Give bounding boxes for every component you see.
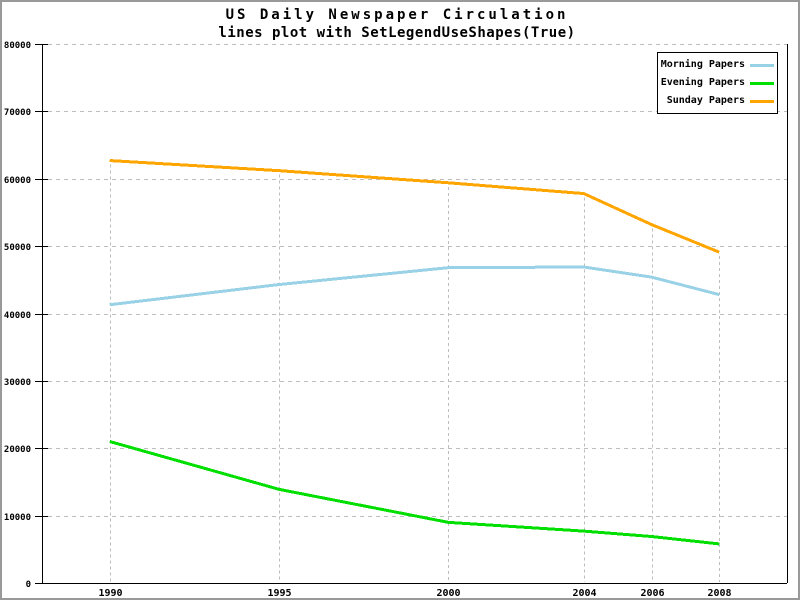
y-tick-label: 0 <box>26 580 31 590</box>
morning-papers-line-swatch <box>750 63 774 67</box>
legend-label-evening-papers: Evening Papers <box>660 77 745 88</box>
chart-subtitle: lines plot with SetLegendUseShapes(True) <box>218 25 576 41</box>
y-tick-label: 60000 <box>4 176 31 186</box>
y-tick-label: 40000 <box>4 311 31 321</box>
series-line-evening-papers <box>109 440 720 546</box>
x-tick-label: 2008 <box>707 588 731 599</box>
x-tick-label: 1990 <box>98 588 122 599</box>
evening-papers-line-swatch <box>750 81 774 85</box>
x-tick-label: 2000 <box>436 588 460 599</box>
series-line-morning-papers <box>109 265 720 307</box>
sunday-papers-line-swatch <box>750 99 774 103</box>
series-line-sunday-papers <box>109 159 720 254</box>
legend-item-morning-papers: Morning Papers <box>658 58 774 72</box>
y-tick-label: 30000 <box>4 378 31 388</box>
x-tick-label: 2006 <box>640 588 664 599</box>
x-tick-label: 2004 <box>572 588 596 599</box>
y-tick-label: 70000 <box>4 108 31 118</box>
legend-label-morning-papers: Morning Papers <box>660 59 745 70</box>
legend-item-sunday-papers: Sunday Papers <box>658 94 774 108</box>
legend-label-sunday-papers: Sunday Papers <box>666 95 745 106</box>
legend-item-evening-papers: Evening Papers <box>658 76 774 90</box>
legend-box: Morning Papers Evening Papers Sunday Pap… <box>657 52 778 114</box>
y-tick-label: 80000 <box>4 41 31 51</box>
y-tick-label: 10000 <box>4 513 31 523</box>
x-tick-label: 1995 <box>267 588 291 599</box>
y-tick-label: 20000 <box>4 445 31 455</box>
y-tick-label: 50000 <box>4 243 31 253</box>
chart-title: US Daily Newspaper Circulation <box>225 7 569 23</box>
